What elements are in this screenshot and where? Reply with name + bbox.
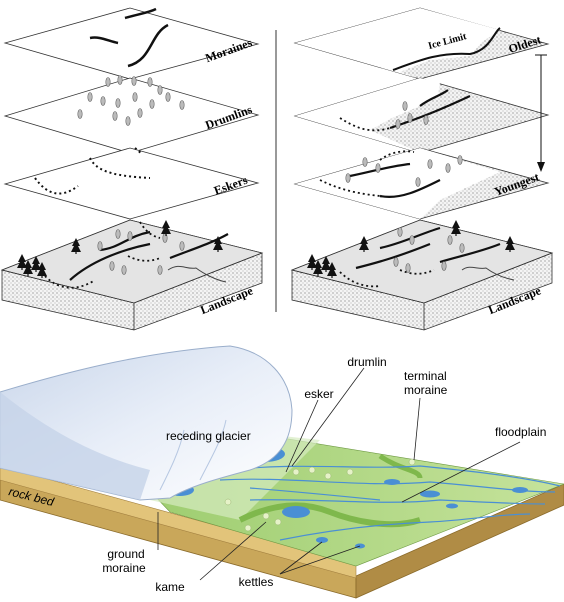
age-arrow bbox=[535, 54, 547, 172]
middle-age-layer bbox=[293, 77, 550, 154]
oldest-layer: Ice Limit Oldest bbox=[293, 7, 550, 80]
right-landscape-block: Landscape bbox=[290, 219, 554, 331]
kettle-lake bbox=[282, 506, 310, 518]
left-landscape-block: Landscape bbox=[0, 219, 264, 331]
youngest-layer: Youngest bbox=[293, 147, 550, 220]
ground-moraine-label-line1: ground bbox=[107, 547, 144, 561]
receding-glacier bbox=[0, 345, 293, 501]
left-stack: Moraines Drumlins Eskers bbox=[0, 7, 264, 331]
drumlins-layer: Drumlins bbox=[3, 75, 260, 154]
terminal-moraine-label-line1: terminal bbox=[404, 369, 447, 383]
kettle bbox=[316, 537, 328, 543]
kame-label: kame bbox=[155, 580, 185, 594]
ground-moraine-label-line2: moraine bbox=[102, 561, 146, 575]
drumlin-label: drumlin bbox=[347, 355, 386, 369]
right-stack: Ice Limit Oldest Youngest bbox=[290, 7, 554, 331]
kettles-label: kettles bbox=[239, 575, 274, 589]
esker-label: esker bbox=[304, 387, 333, 401]
floodplain-label: floodplain bbox=[495, 425, 546, 439]
eskers-layer: Eskers bbox=[3, 147, 260, 220]
moraines-layer: Moraines bbox=[3, 7, 260, 80]
label-leaders bbox=[157, 367, 521, 581]
terminal-moraine-label-line2: moraine bbox=[404, 383, 448, 397]
glacier-landscape-block: drumlin esker terminal moraine floodplai… bbox=[0, 345, 564, 599]
receding-glacier-label: receding glacier bbox=[166, 429, 251, 443]
